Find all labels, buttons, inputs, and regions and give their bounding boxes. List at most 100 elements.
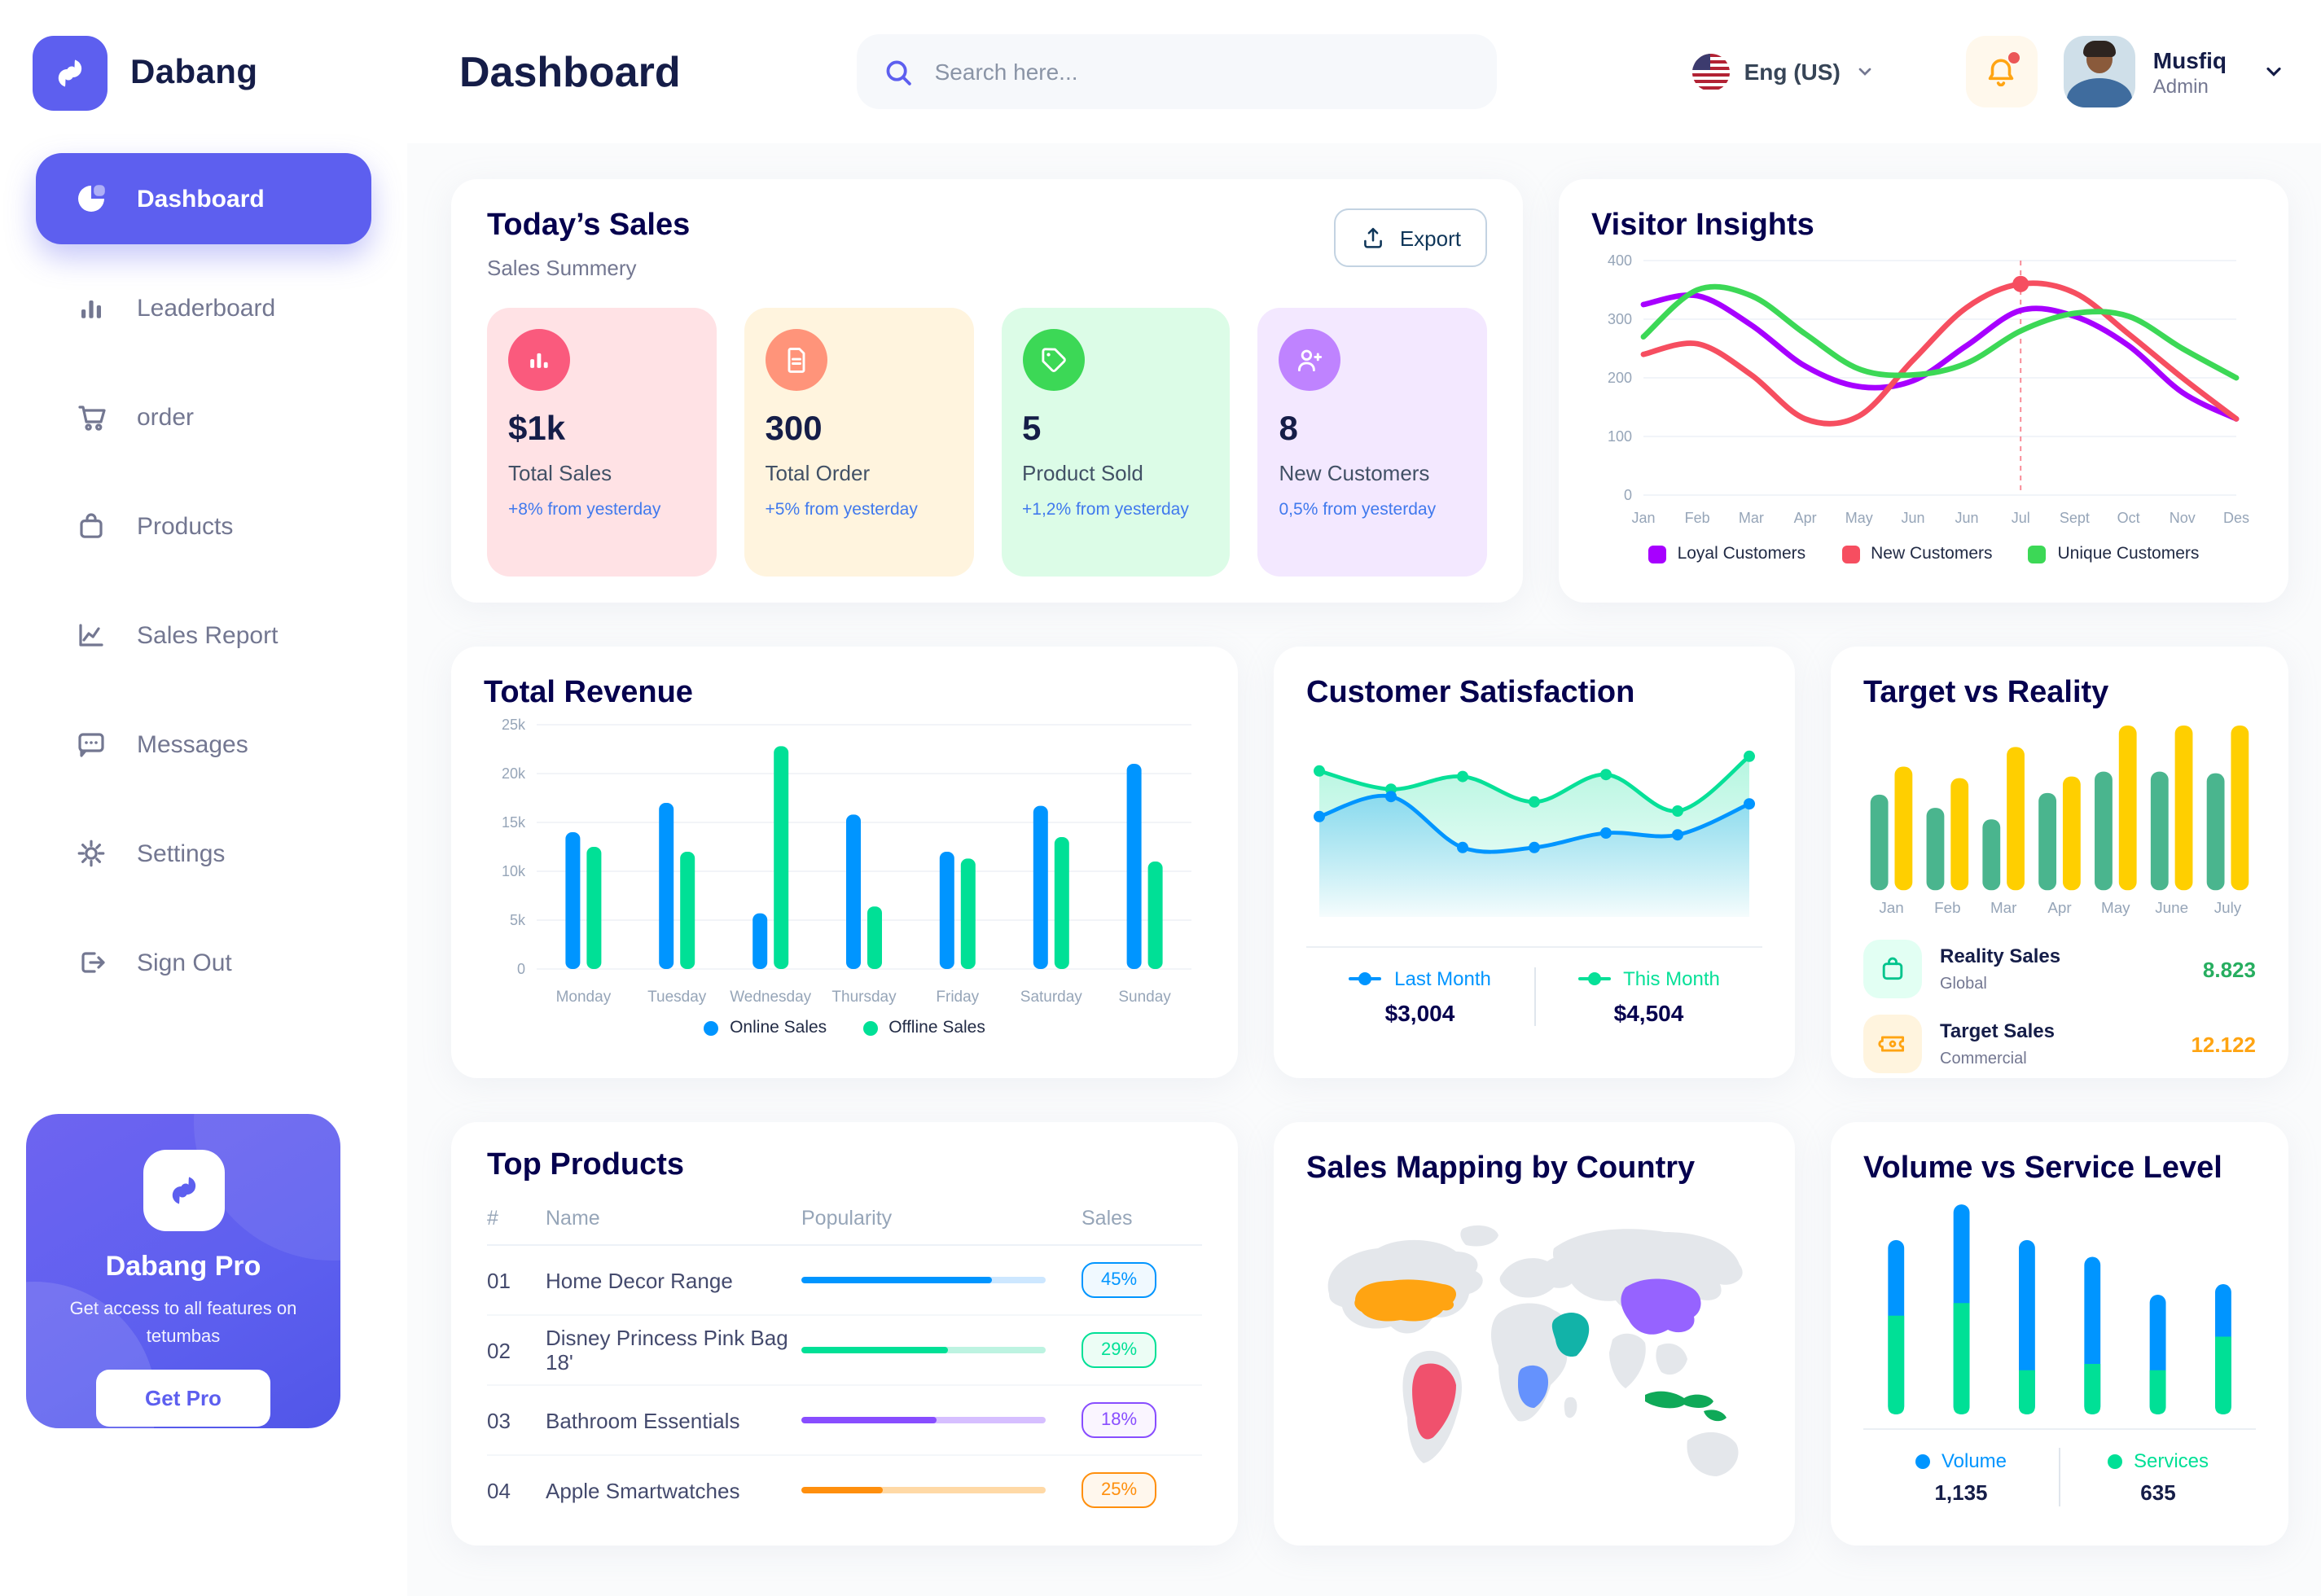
sales-mapping-title: Sales Mapping by Country (1306, 1151, 1696, 1186)
metric-delta: 0,5% from yesterday (1279, 500, 1437, 520)
notifications-button[interactable] (1965, 36, 2038, 107)
sidebar-item-settings[interactable]: Settings (36, 808, 371, 899)
svg-text:20k: 20k (502, 765, 526, 782)
this-month-value: $4,504 (1613, 1000, 1684, 1026)
volume-service-title: Volume vs Service Level (1863, 1151, 2222, 1186)
legend-unique-customers: Unique Customers (2028, 544, 2199, 563)
search-bar[interactable] (856, 34, 1497, 109)
svg-text:Tuesday: Tuesday (647, 989, 707, 1006)
target-sales-value: 12.122 (2191, 1032, 2256, 1056)
tag-icon (1022, 329, 1084, 391)
line-chart-icon (73, 617, 109, 653)
legend-volume: Volume 1,135 (1863, 1449, 2059, 1505)
sidebar-item-products[interactable]: Products (36, 480, 371, 572)
language-selector[interactable]: Eng (US) (1691, 53, 1875, 90)
svg-text:Saturday: Saturday (1020, 989, 1083, 1006)
target-vs-reality-chart: Jan Feb Mar Apr May June July (1870, 725, 2249, 916)
legend-dotline-icon (1577, 971, 1611, 986)
user-name: Musfiq (2152, 46, 2227, 73)
customer-satisfaction-chart (1314, 750, 1755, 917)
svg-text:Mar: Mar (1739, 510, 1764, 526)
visitor-insights-title: Visitor Insights (1591, 208, 1814, 243)
sidebar: Dabang Dashboard Leaderboard order Products… (0, 0, 407, 1596)
avatar (2063, 36, 2135, 107)
product-rank: 01 (487, 1268, 511, 1292)
svg-text:May: May (2101, 899, 2130, 916)
sidebar-item-sign-out[interactable]: Sign Out (36, 917, 371, 1008)
sales-summary-card-new-customers: 8 New Customers 0,5% from yesterday (1257, 308, 1487, 577)
svg-text:Apr: Apr (2047, 899, 2071, 916)
sidebar-item-label: Settings (137, 840, 226, 867)
top-header: Dashboard Eng (US) Musfiq (407, 0, 2321, 143)
main-content: Today’s Sales Sales Summery Export $1k T… (407, 143, 2321, 1596)
us-flag-icon (1691, 53, 1730, 90)
volume-service-card: Volume vs Service Level Volume 1,135 Ser… (1831, 1122, 2288, 1546)
sales-badge: 18% (1082, 1402, 1157, 1438)
legend-divider (2059, 1448, 2060, 1506)
svg-text:Jul: Jul (2012, 510, 2030, 526)
svg-text:Nov: Nov (2170, 510, 2196, 526)
legend-loyal-customers: Loyal Customers (1648, 544, 1805, 563)
pro-description: Get access to all features on tetumbas (69, 1300, 297, 1346)
product-rank: 03 (487, 1408, 511, 1432)
export-button[interactable]: Export (1334, 208, 1487, 267)
target-sales-label: Target Sales (1940, 1019, 2055, 1042)
dabang-logo-icon (33, 36, 107, 111)
sales-badge: 25% (1082, 1472, 1157, 1508)
sidebar-item-label: Dashboard (137, 185, 265, 213)
legend-new-customers: New Customers (1841, 544, 1993, 563)
svg-text:Friday: Friday (936, 989, 979, 1006)
total-revenue-card: Total Revenue 0 5k 10k 15k 20k 25k Monday Tuesd… (451, 647, 1238, 1078)
svg-text:Apr: Apr (1794, 510, 1817, 526)
profile-menu[interactable]: Musfiq Admin (2063, 36, 2227, 107)
ticket-icon (1863, 1015, 1922, 1073)
legend-this-month: This Month $4,504 (1535, 967, 1762, 1026)
sidebar-item-order[interactable]: order (36, 371, 371, 463)
visitor-insights-chart: 0 100 200 300 400 Jan Feb Mar Apr May Jun Jun Jul Sep… (1608, 252, 2249, 526)
pro-upgrade-card: Dabang Pro Get access to all features on… (26, 1114, 340, 1428)
metric-value: 300 (765, 410, 823, 448)
svg-text:Mar: Mar (1990, 899, 2016, 916)
chevron-down-icon (1858, 68, 1871, 76)
sidebar-item-label: Messages (137, 730, 248, 758)
target-vs-reality-card: Target vs Reality Jan Feb Mar Apr May June Jul… (1831, 647, 2288, 1078)
svg-text:Feb: Feb (1685, 510, 1710, 526)
volume-value: 1,135 (1934, 1480, 1988, 1505)
page-title: Dashboard (459, 46, 681, 95)
legend-swatch (1648, 545, 1666, 563)
svg-text:July: July (2214, 899, 2242, 916)
visitor-insights-card: Visitor Insights 0 100 200 300 400 Jan Feb Mar A… (1559, 179, 2288, 603)
popularity-bar (801, 1487, 1082, 1493)
sidebar-item-leaderboard[interactable]: Leaderboard (36, 262, 371, 353)
get-pro-button[interactable]: Get Pro (96, 1370, 270, 1427)
export-icon (1364, 227, 1383, 248)
svg-text:0: 0 (517, 961, 525, 977)
metric-label: Total Order (765, 461, 871, 485)
sidebar-item-messages[interactable]: Messages (36, 699, 371, 790)
pro-title: Dabang Pro (105, 1251, 261, 1282)
file-icon (765, 329, 827, 391)
target-sales-sublabel: Commercial (1940, 1050, 2027, 1068)
metric-delta: +8% from yesterday (508, 500, 661, 520)
reality-sales-row: Reality Sales Global 8.823 (1863, 940, 2256, 998)
legend-dot (704, 1020, 719, 1035)
sidebar-item-label: Products (137, 512, 234, 540)
user-plus-icon (1279, 329, 1341, 391)
notification-badge (2006, 50, 2021, 65)
popularity-bar (801, 1277, 1082, 1283)
legend-dotline-icon (1349, 971, 1382, 986)
svg-text:Sunday: Sunday (1118, 989, 1171, 1006)
user-role: Admin (2152, 75, 2209, 99)
reality-sales-sublabel: Global (1940, 975, 1987, 993)
svg-text:Jun: Jun (1955, 510, 1978, 526)
profile-chevron-icon[interactable] (2262, 60, 2285, 83)
svg-text:Monday: Monday (556, 989, 612, 1006)
sidebar-item-dashboard[interactable]: Dashboard (36, 153, 371, 244)
svg-text:Thursday: Thursday (831, 989, 897, 1006)
legend-offline-sales: Offline Sales (862, 1018, 985, 1037)
pie-chart-icon (73, 181, 109, 217)
bag-icon (73, 508, 109, 544)
sidebar-item-sales-report[interactable]: Sales Report (36, 590, 371, 681)
legend-dot (2107, 1454, 2122, 1468)
search-input[interactable] (931, 57, 1471, 86)
